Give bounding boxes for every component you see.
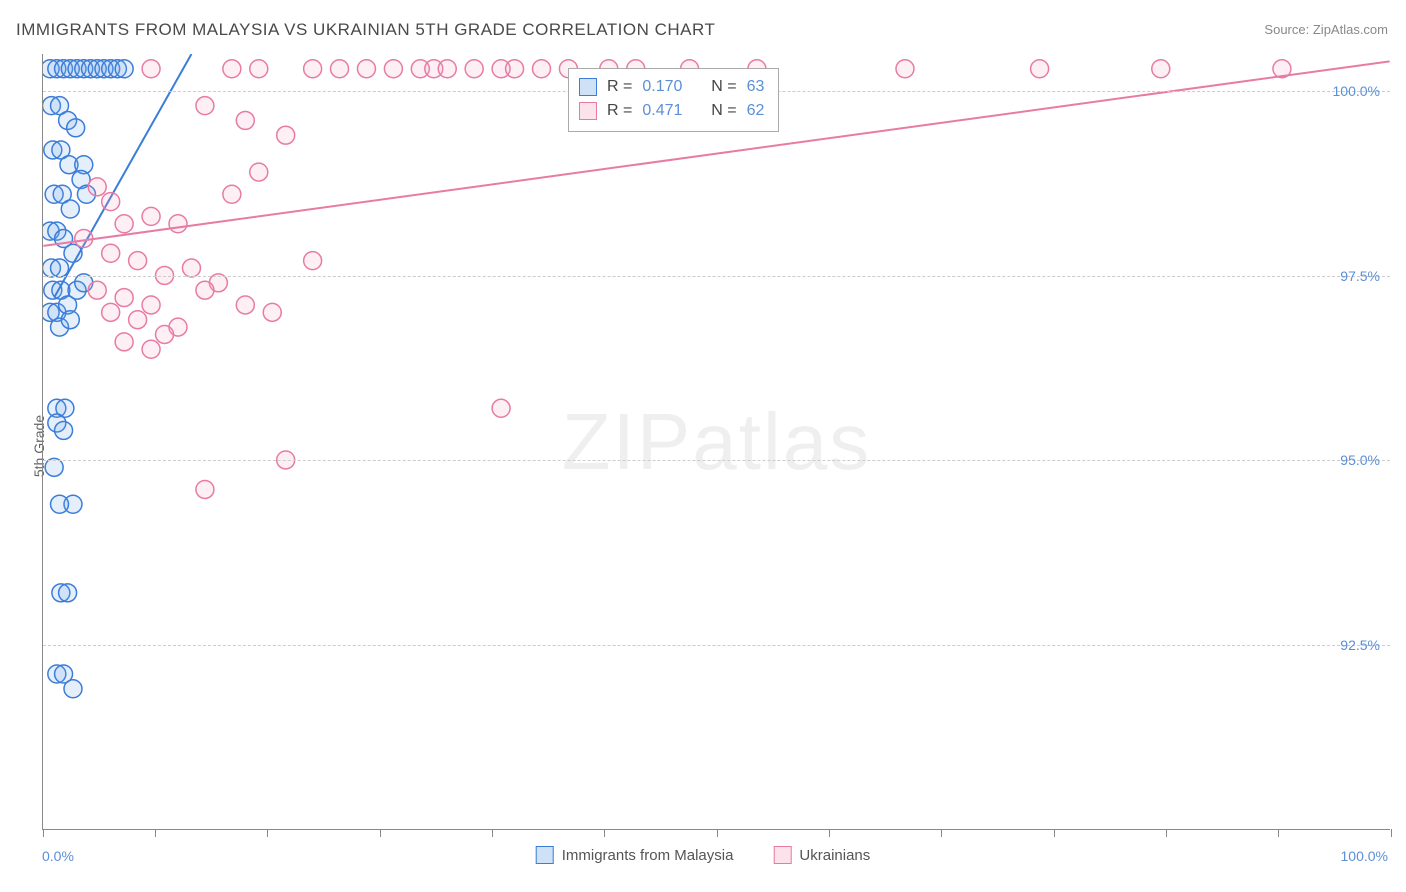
legend-item-series1: Immigrants from Malaysia [536,846,734,864]
plot-area: ZIPatlas 92.5% 95.0% 97.5% 100.0% [42,54,1390,830]
legend-item-series2: Ukrainians [773,846,870,864]
legend: Immigrants from Malaysia Ukrainians [536,846,871,864]
correlation-stats-box: R = 0.170 N = 63 R = 0.471 N = 62 [568,68,779,132]
stats-row-series2: R = 0.471 N = 62 [579,99,764,123]
n-value-series1: 63 [747,75,765,99]
x-tick-max: 100.0% [1341,848,1388,864]
n-value-series2: 62 [747,99,765,123]
r-value-series2: 0.471 [642,99,682,123]
y-tick-label: 100.0% [1333,83,1380,99]
chart-svg [43,54,1390,829]
n-label: N = [711,99,736,123]
watermark: ZIPatlas [562,396,871,488]
chart-title: IMMIGRANTS FROM MALAYSIA VS UKRAINIAN 5T… [16,20,715,40]
swatch-series1 [579,78,597,96]
legend-label-series1: Immigrants from Malaysia [562,847,734,864]
y-tick-label: 97.5% [1340,268,1380,284]
swatch-series2 [579,102,597,120]
legend-swatch-series2 [773,846,791,864]
source-link[interactable]: ZipAtlas.com [1313,22,1388,37]
x-tick-min: 0.0% [42,848,74,864]
r-label: R = [607,99,632,123]
r-label: R = [607,75,632,99]
legend-label-series2: Ukrainians [799,847,870,864]
source-attribution: Source: ZipAtlas.com [1264,22,1388,37]
source-label: Source: [1264,22,1309,37]
n-label: N = [711,75,736,99]
stats-row-series1: R = 0.170 N = 63 [579,75,764,99]
legend-swatch-series1 [536,846,554,864]
r-value-series1: 0.170 [642,75,682,99]
y-tick-label: 92.5% [1340,637,1380,653]
y-tick-label: 95.0% [1340,452,1380,468]
